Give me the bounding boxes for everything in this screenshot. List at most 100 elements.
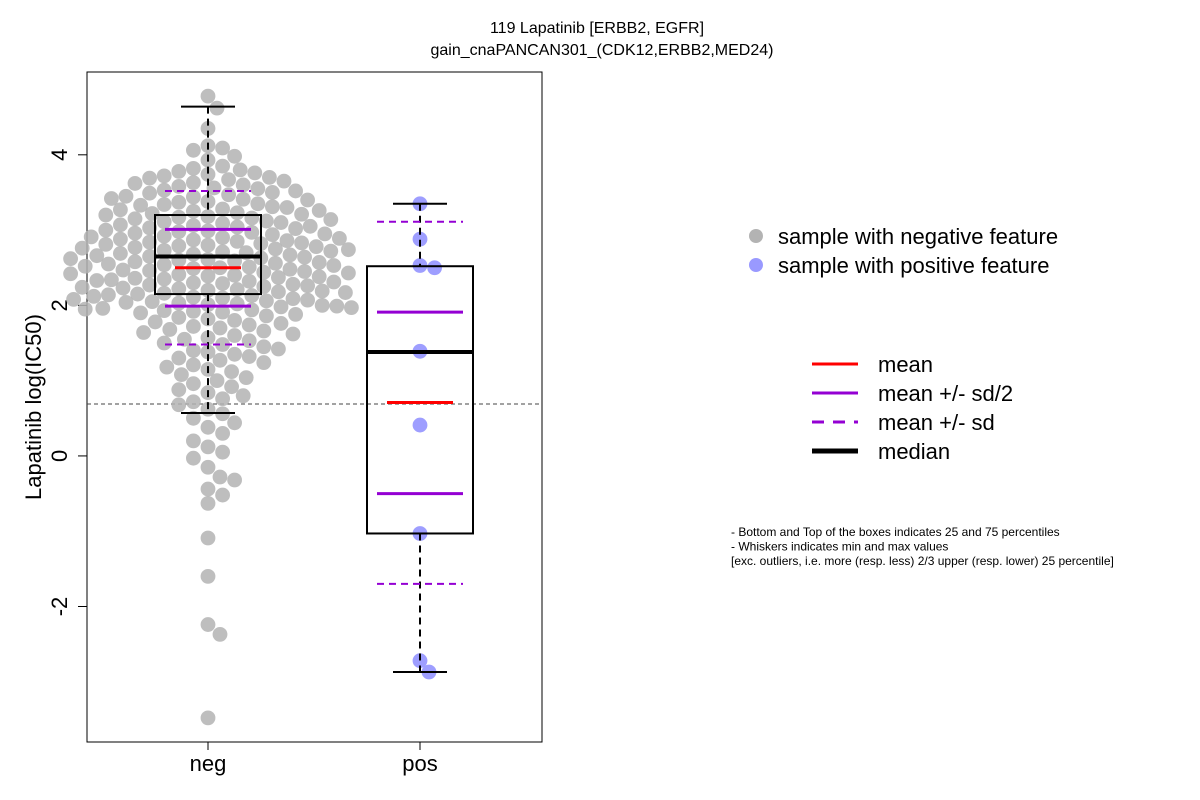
data-point [308,239,324,255]
data-point [256,279,272,294]
data-point [186,343,201,358]
data-point [77,301,93,317]
data-point [229,233,245,249]
data-point [227,313,243,328]
data-point [215,304,231,320]
data-point [276,173,292,189]
data-point [265,185,280,200]
data-point [273,215,289,230]
data-point [115,262,131,278]
notes: - Bottom and Top of the boxes indicates … [731,525,1114,568]
data-point [326,258,342,273]
data-point [113,231,128,247]
data-point [147,314,163,330]
legend-point-marker [749,258,763,272]
data-point [171,267,187,282]
data-point [294,235,309,251]
data-point [162,322,178,337]
note-line: - Whiskers indicates min and max values [731,540,948,554]
data-point [311,203,327,218]
data-point [215,425,231,441]
data-point [227,415,243,431]
data-point [144,206,160,221]
data-point [314,297,330,313]
data-point [63,266,78,282]
legend-point-label: sample with negative feature [778,224,1058,249]
data-point [256,355,272,370]
data-point [186,303,201,319]
data-point [156,228,172,244]
data-point [224,379,240,395]
data-point [326,274,342,290]
data-point [156,197,172,212]
data-point [215,140,231,156]
data-point [118,188,134,204]
data-point [186,203,201,219]
chart-subtitle: gain_cnaPANCAN301_(CDK12,ERBB2,MED24) [431,42,774,59]
data-point [142,277,158,293]
data-point [186,142,201,158]
data-point [104,191,119,206]
data-point [241,259,257,275]
data-point [259,213,274,229]
data-point [127,270,143,286]
data-point [200,194,216,209]
data-point [200,330,216,346]
legend-line-label: mean +/- sd/2 [878,381,1013,406]
data-point [142,249,158,264]
data-point [235,191,251,207]
data-point [171,350,187,366]
data-point [113,202,128,218]
legend: sample with negative feature sample with … [749,224,1058,464]
data-point [288,221,303,236]
legend-line-label: median [878,439,950,464]
data-point [294,206,309,222]
data-point [142,263,158,279]
y-axis-label: Lapatinib log(IC50) [21,314,46,500]
data-point [265,199,280,215]
data-point [142,220,158,236]
data-point [288,307,303,322]
x-tick-label: pos [402,751,437,776]
data-point [142,234,158,250]
data-point [156,243,172,258]
y-tick-label: 2 [47,299,72,311]
data-point [200,237,216,253]
data-point [300,292,315,308]
data-point [227,346,243,362]
note-line: - Bottom and Top of the boxes indicates … [731,525,1060,539]
data-point [268,241,283,257]
data-point [200,209,216,224]
data-point [200,419,216,435]
data-point [288,183,303,199]
legend-line-label: mean +/- sd [878,410,995,435]
data-point [156,214,172,230]
data-point [215,391,231,407]
data-point [244,288,260,303]
data-point [200,268,216,284]
data-point [341,265,356,281]
data-point [171,194,187,210]
data-point [314,283,330,299]
data-point [268,255,283,271]
data-point [127,211,143,227]
data-point [273,316,289,331]
data-point [186,289,201,305]
data-point [297,264,312,279]
data-point [156,168,172,184]
data-point [250,196,266,212]
data-point [200,121,216,136]
data-point [317,226,333,242]
data-point [127,225,143,241]
data-point [127,176,143,191]
data-point [118,294,134,310]
data-point [338,285,353,300]
data-point [177,331,192,347]
data-point [256,323,272,339]
data-point [412,417,428,433]
data-point [235,177,251,193]
data-point [89,248,105,264]
data-point [200,344,216,360]
data-point [273,299,289,315]
data-point [247,165,263,181]
